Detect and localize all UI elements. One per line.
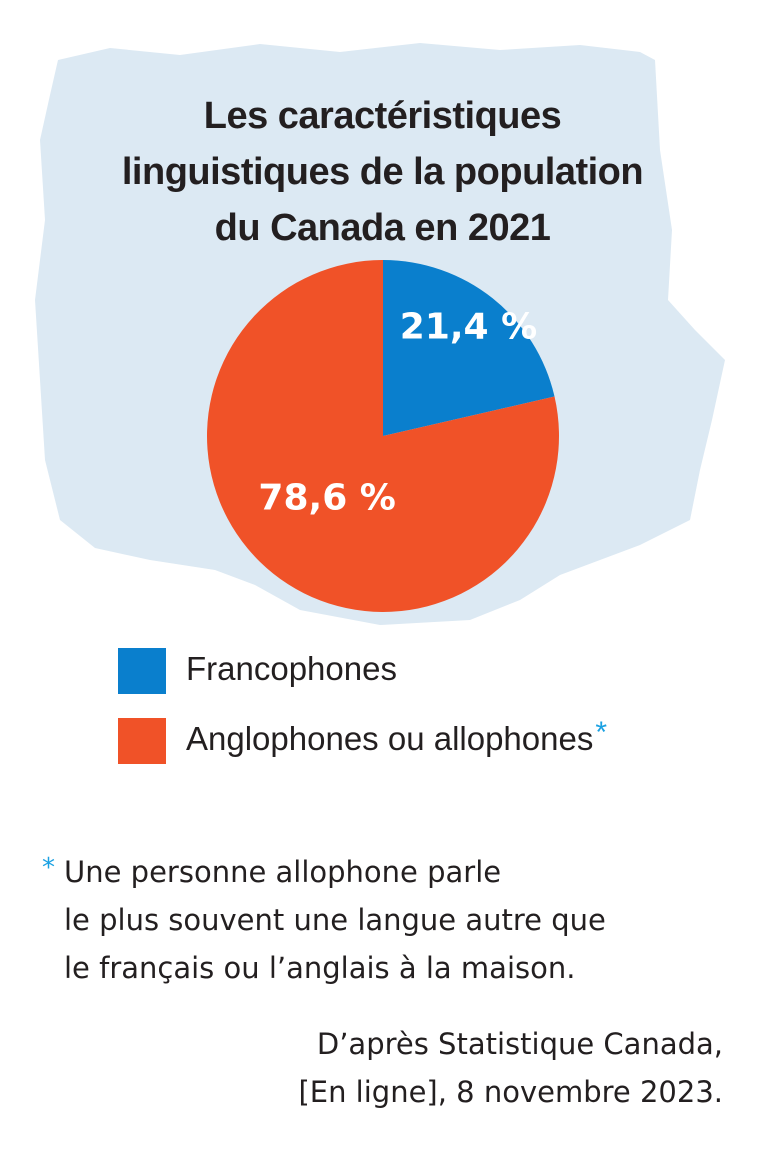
- legend-label-anglophones: Anglophones ou allophones*: [186, 716, 607, 758]
- footnote-line-3: le français ou l’anglais à la maison.: [64, 951, 576, 985]
- source-credit: D’après Statistique Canada, [En ligne], …: [298, 1020, 723, 1116]
- footnote: * Une personne allophone parle le plus s…: [42, 848, 606, 992]
- pie-slice-francophones: [383, 260, 555, 436]
- source-line-2: [En ligne], 8 novembre 2023.: [298, 1075, 723, 1109]
- legend-label-francophones: Francophones: [186, 650, 397, 687]
- footnote-marker: *: [42, 853, 55, 883]
- legend-swatch-anglophones: [118, 718, 166, 764]
- footnote-line-1: Une personne allophone parle: [64, 855, 502, 889]
- legend-label-anglophones-text: Anglophones ou allophones: [186, 720, 594, 757]
- source-line-1: D’après Statistique Canada,: [316, 1027, 723, 1061]
- pie-slice-anglophones: [207, 260, 559, 612]
- footnote-line-2: le plus souvent une langue autre que: [64, 903, 606, 937]
- legend-swatch-francophones: [118, 648, 166, 694]
- pie-label-francophones: 21,4 %: [400, 307, 537, 348]
- chart-title-line-1: Les caractéristiques: [203, 95, 562, 137]
- chart-title-line-2: linguistiques de la population: [121, 151, 644, 193]
- chart-title-line-3: du Canada en 2021: [214, 207, 551, 249]
- chart-title: Les caractéristiques linguistiques de la…: [60, 88, 705, 256]
- legend-asterisk: *: [595, 716, 608, 749]
- pie-label-anglophones: 78,6 %: [258, 477, 395, 518]
- pie-chart: 21,4 % 78,6 %: [207, 260, 559, 612]
